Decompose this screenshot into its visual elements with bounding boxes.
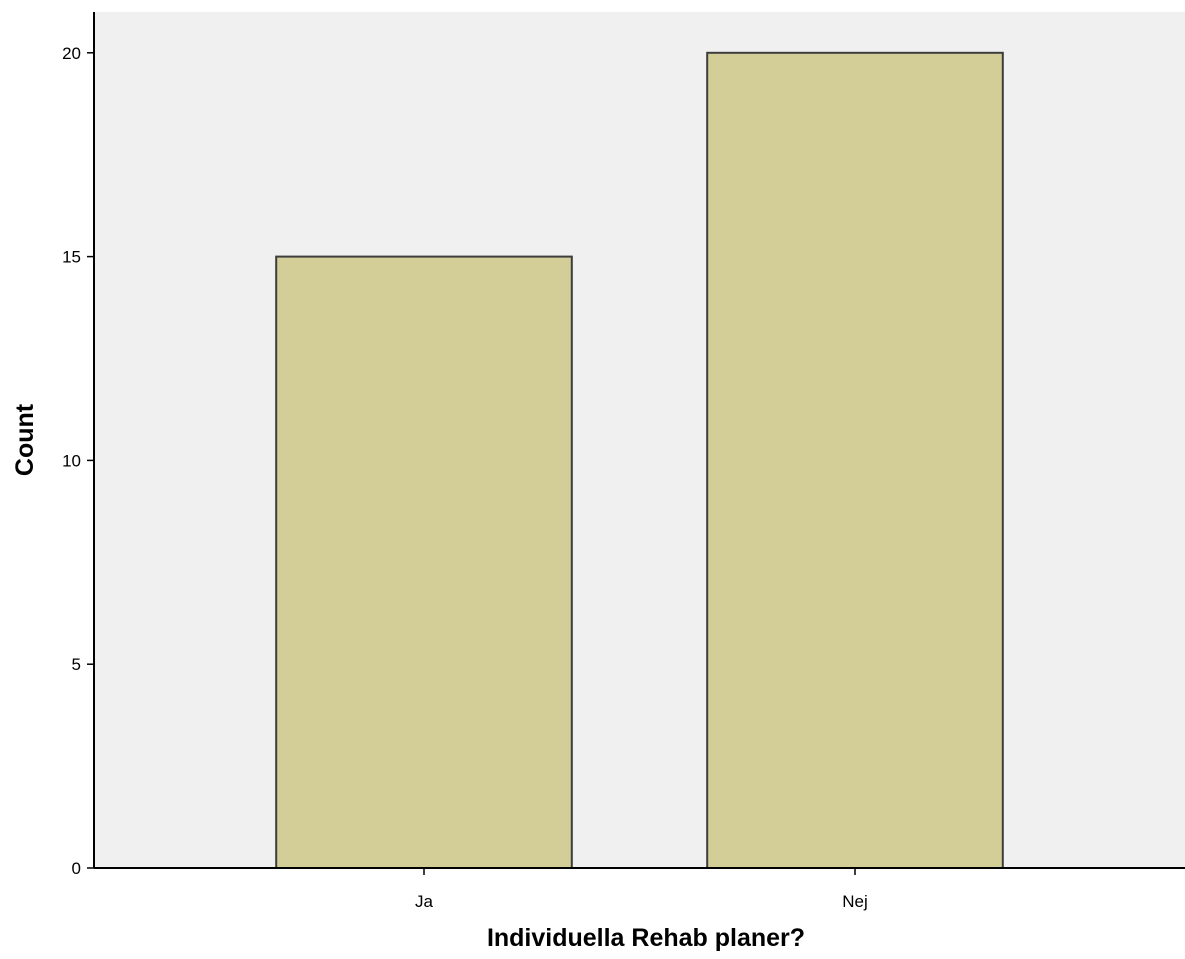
- y-tick-label: 5: [72, 655, 81, 674]
- bar-ja: [275, 255, 573, 870]
- x-tick-label: Ja: [415, 892, 434, 911]
- y-tick-label: 20: [62, 44, 81, 63]
- bar-nej: [706, 51, 1004, 870]
- y-axis-title: Count: [11, 403, 39, 476]
- y-tick-label: 15: [62, 248, 81, 267]
- x-axis-ticks: Ja Nej: [415, 868, 868, 911]
- bars: [275, 51, 1004, 870]
- axes: [93, 12, 1185, 869]
- y-tick-label: 0: [72, 859, 81, 878]
- y-tick-label: 10: [62, 451, 81, 470]
- y-axis-ticks: 0 5 10 15 20: [62, 44, 94, 878]
- plot-area: [94, 12, 1185, 868]
- x-tick-label: Nej: [842, 892, 868, 911]
- x-axis-title: Individuella Rehab planer?: [487, 924, 805, 952]
